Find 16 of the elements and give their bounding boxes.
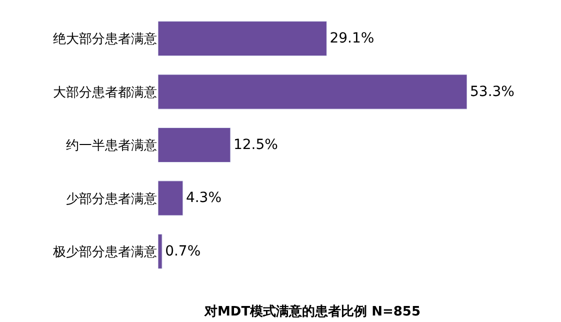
bar [158, 234, 162, 269]
y-tick-label: 约一半患者满意 [66, 138, 157, 154]
data-label: 4.3% [186, 190, 222, 206]
bar [158, 21, 327, 56]
data-label: 53.3% [470, 84, 514, 100]
bar [158, 180, 184, 216]
y-tick-label: 少部分患者满意 [66, 192, 157, 207]
data-label: 12.5% [233, 137, 278, 153]
bar [158, 74, 467, 110]
y-tick-label: 极少部分患者满意 [52, 244, 157, 260]
text: 对MDT模式满意的患者比例 N=855 [203, 304, 421, 320]
y-tick-label: 绝大部分患者满意 [53, 32, 157, 48]
data-label: 29.1% [330, 30, 374, 47]
bar [158, 127, 231, 163]
data-label: 0.7% [165, 243, 201, 260]
y-tick-label: 大部分患者都满意 [53, 85, 157, 100]
